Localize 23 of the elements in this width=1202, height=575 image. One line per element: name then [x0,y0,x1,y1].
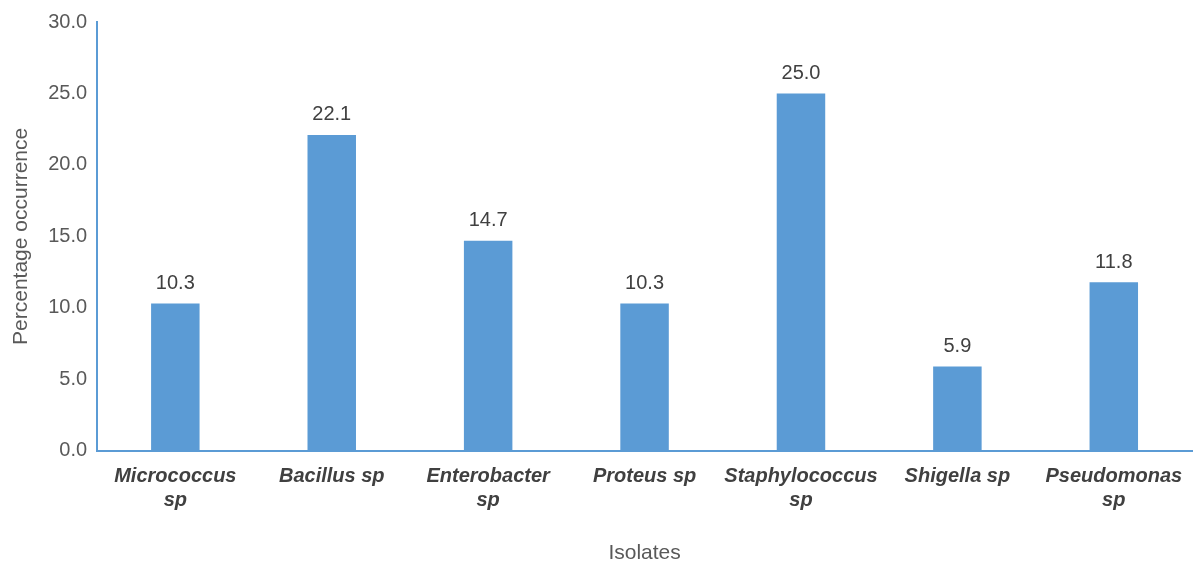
y-tick-label: 25.0 [48,80,88,103]
x-tick-label: Micrococcus sp [114,464,237,511]
y-tick-label: 15.0 [48,223,88,246]
y-tick-label: 5.0 [59,366,88,389]
y-tick-label: 0.0 [59,438,88,461]
data-label: 14.7 [468,208,508,231]
data-label: 10.3 [625,271,665,294]
data-label: 5.9 [943,333,972,356]
x-tick-label: Pseudomonas sp [1045,464,1183,511]
x-tick-label: Proteus sp [592,464,697,487]
data-label: 10.3 [155,271,195,294]
x-tick-label: Staphylococcus sp [724,464,878,511]
y-tick-label: 10.0 [48,295,88,318]
data-label: 11.8 [1095,249,1133,272]
x-tick-label: Shigella sp [904,464,1011,487]
x-tick-label: Bacillus sp [278,464,385,487]
y-axis-title: Percentage occurrence [8,127,32,345]
data-label: 22.1 [312,102,352,125]
data-label: 25.0 [781,60,821,83]
y-tick-label: 20.0 [48,152,88,175]
x-axis-title: Isolates [608,540,681,564]
x-tick-label: Enterobacter sp [426,464,552,511]
y-tick-label: 30.0 [48,9,88,32]
